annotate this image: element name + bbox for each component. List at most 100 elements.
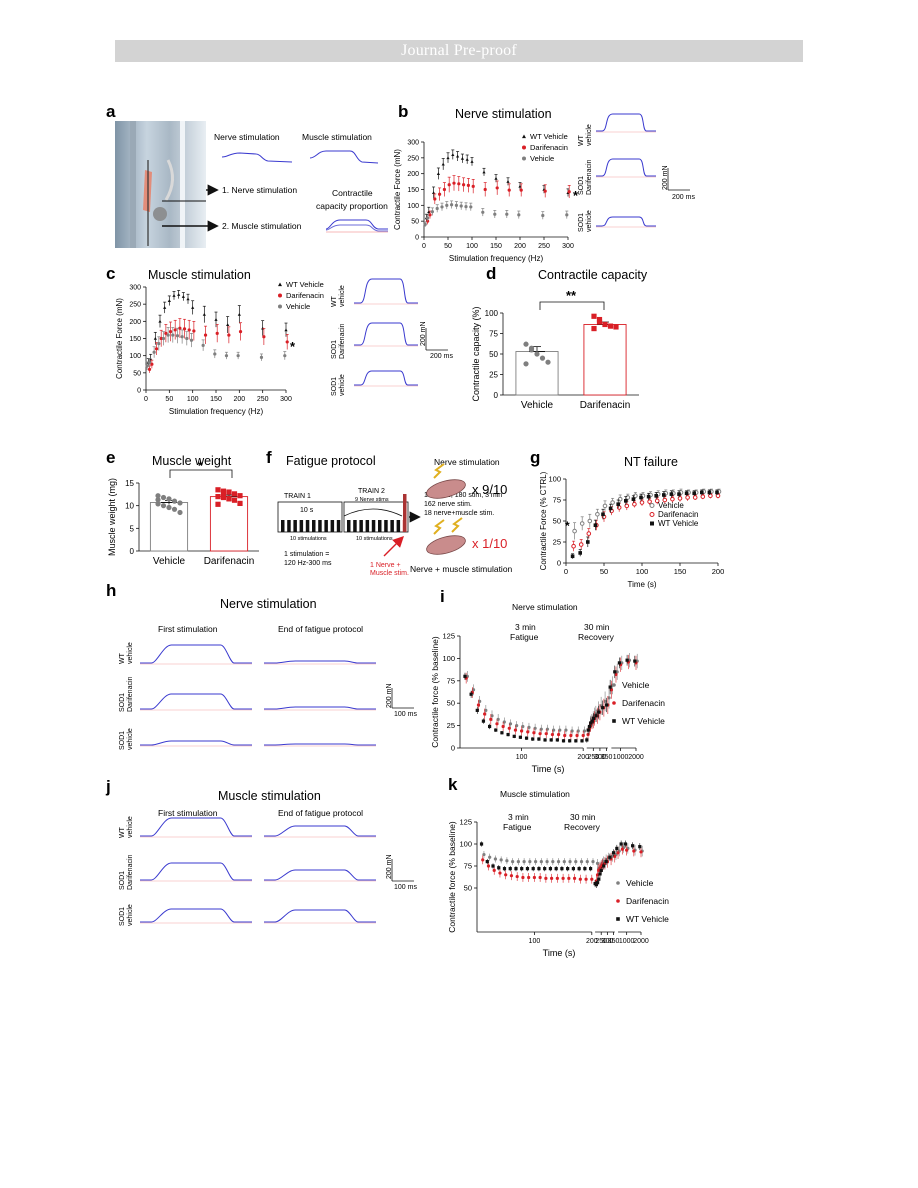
data-point — [159, 336, 163, 341]
panel-b-row2-label: SOD1Darifenacin — [578, 159, 593, 195]
legend-marker — [616, 917, 620, 921]
data-point — [226, 489, 232, 495]
data-point — [236, 354, 240, 358]
data-point — [155, 493, 161, 499]
data-point — [662, 493, 666, 497]
panel-f-train1: TRAIN 1 — [284, 493, 311, 500]
panel-j-scale-time: 100 ms — [394, 884, 417, 891]
data-point — [469, 205, 473, 209]
x-tick-label: 0 — [144, 396, 148, 403]
data-point — [526, 730, 530, 734]
data-point — [574, 739, 578, 743]
data-point — [543, 189, 547, 193]
stim-bar — [353, 520, 357, 532]
panel-b-row3-label: SOD1vehicle — [578, 210, 593, 232]
y-tick-label: 0 — [415, 235, 419, 242]
journal-header-text: Journal Pre-proof — [401, 42, 517, 59]
panel-j-row1-label: WTvehicle — [119, 816, 134, 838]
panel-b-title: Nerve stimulation — [455, 107, 552, 121]
x-tick-label: 100 — [466, 243, 478, 250]
data-point — [550, 732, 555, 737]
first-stim-trace-2 — [140, 862, 252, 881]
data-point — [471, 688, 476, 692]
panel-f-letter: f — [266, 448, 272, 467]
chart-g: 0 50 100 150 200 0 25 50 75 100 Time (s) Contractil… — [539, 471, 724, 589]
data-point — [478, 699, 482, 704]
stim-bar — [305, 520, 310, 532]
data-point — [522, 860, 526, 864]
data-point — [534, 860, 538, 864]
data-point — [513, 728, 518, 732]
data-point — [502, 867, 507, 871]
stim-bar — [365, 520, 370, 532]
data-point — [160, 494, 167, 501]
data-point — [502, 720, 506, 724]
panel-c-row3-label: SOD1vehicle — [331, 374, 346, 396]
series-vehicle — [465, 653, 639, 736]
data-point — [172, 293, 176, 297]
series-wt-vehicle — [424, 149, 570, 222]
y-tick-label: 50 — [133, 370, 141, 377]
data-point — [231, 497, 238, 503]
data-point — [432, 191, 436, 194]
legend-label: Darifenacin — [530, 143, 568, 152]
data-point — [601, 512, 605, 517]
x-tick-label: 100 — [516, 754, 528, 761]
panel-k-fatigue2: Fatigue — [503, 822, 532, 832]
data-point — [595, 511, 600, 517]
panel-d-letter: d — [486, 264, 496, 283]
data-point — [464, 205, 468, 209]
panel-f-stim-count1: 10 stimulations — [290, 536, 327, 542]
data-point — [587, 724, 592, 729]
first-stim-trace-2 — [140, 693, 252, 710]
panel-i-letter: i — [440, 587, 445, 606]
panel-c-row2-label: SOD1Darifenacin — [331, 323, 346, 359]
data-point — [499, 858, 503, 862]
panel-f-stim-bars — [281, 494, 407, 532]
bar-vehicle — [515, 351, 559, 396]
data-point — [523, 341, 529, 347]
data-point — [166, 496, 172, 502]
panel-f-duration: 10 s — [300, 507, 314, 514]
data-point — [619, 842, 623, 846]
data-point — [594, 714, 598, 718]
panel-a-step2: 2. Muscle stimulation — [222, 221, 302, 231]
category-label: Vehicle — [153, 556, 186, 567]
legend-label: Vehicle — [658, 501, 684, 510]
data-point — [440, 205, 444, 209]
panel-f-ratio-nerve: x 9/10 — [472, 482, 507, 497]
panel-f-stim-count2: 10 stimulations — [356, 536, 393, 542]
legend-marker — [612, 683, 616, 687]
data-point — [581, 733, 585, 738]
panel-c-row1-label: WTvehicle — [331, 285, 346, 307]
data-point — [625, 658, 629, 662]
data-point — [567, 190, 571, 194]
data-point — [493, 212, 497, 216]
data-point — [632, 501, 637, 507]
data-point — [614, 672, 618, 677]
data-point — [483, 187, 487, 192]
y-tick-label: 0 — [494, 391, 499, 400]
panel-f-title: Fatigue protocol — [286, 454, 376, 468]
data-point — [201, 343, 205, 347]
data-point — [590, 719, 594, 723]
data-point — [607, 323, 614, 329]
data-point — [572, 876, 577, 880]
panel-g-letter: g — [530, 448, 540, 467]
panel-h-traces — [140, 644, 376, 747]
x-tick-label: 1000 — [613, 754, 629, 761]
legend-marker — [612, 701, 616, 705]
data-point — [507, 726, 511, 730]
legend-label: Vehicle — [626, 878, 654, 888]
data-point — [486, 864, 491, 868]
data-point — [495, 186, 499, 190]
panel-h-row2-label: SOD1Darifenacin — [119, 676, 134, 712]
data-point — [527, 725, 531, 729]
stim-bar — [347, 520, 351, 532]
data-point — [438, 192, 442, 196]
data-point — [561, 876, 565, 880]
data-point — [543, 867, 547, 871]
data-point — [591, 860, 595, 864]
data-point — [594, 882, 598, 887]
x-tick-label: 100 — [187, 396, 199, 403]
